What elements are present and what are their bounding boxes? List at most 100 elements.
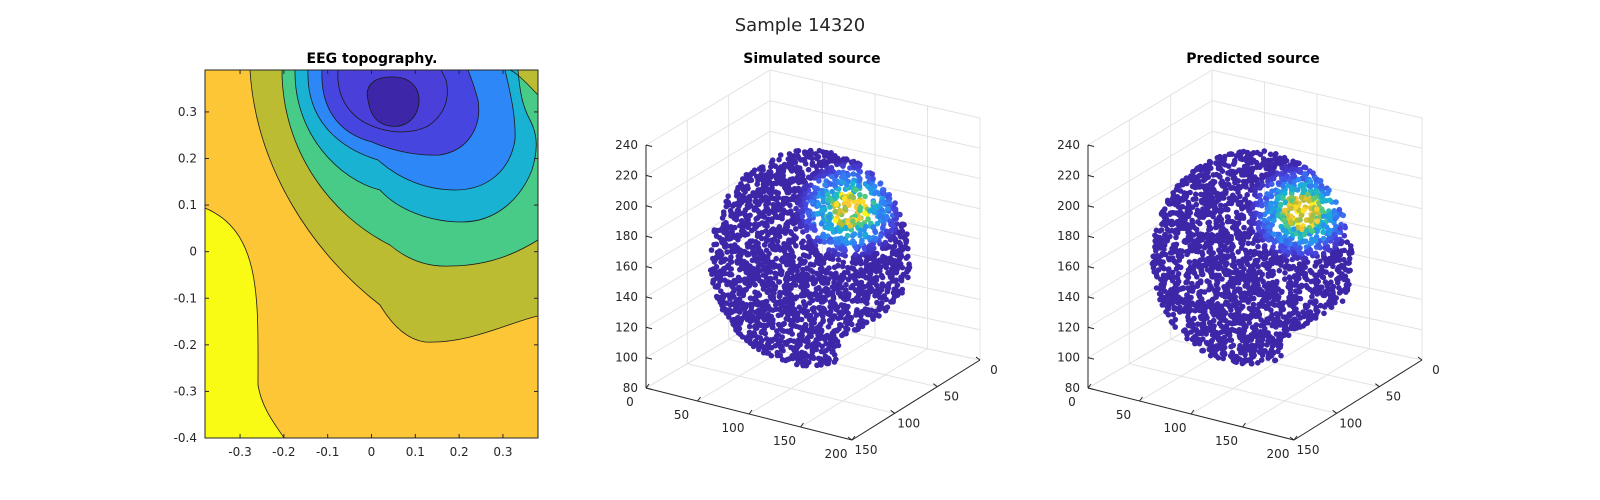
source-point (1189, 286, 1195, 292)
source-point (839, 251, 846, 258)
source-point (864, 255, 871, 261)
source-point (811, 316, 818, 322)
source-point (796, 324, 803, 331)
source-point (1294, 325, 1300, 331)
source-point (1163, 309, 1169, 315)
source-point (833, 356, 839, 363)
source-point (1302, 238, 1309, 244)
source-point (752, 317, 758, 323)
source-point (850, 180, 856, 187)
source-point (1153, 269, 1160, 276)
source-point (1282, 270, 1288, 276)
source-point (884, 288, 891, 295)
source-point (1198, 191, 1204, 198)
source-point (1291, 251, 1298, 257)
source-point (1196, 291, 1203, 298)
source-point (796, 165, 803, 171)
source-point (845, 276, 852, 283)
source-point (1235, 355, 1241, 362)
source-point (1161, 242, 1168, 248)
source-point (1205, 220, 1211, 226)
source-point (737, 210, 743, 217)
source-point (786, 286, 793, 293)
source-point (839, 179, 845, 185)
source-point (724, 235, 730, 242)
source-point (873, 282, 880, 289)
source-point (1241, 224, 1247, 231)
source-point (816, 178, 822, 184)
source-point (1230, 185, 1236, 191)
source-point (1153, 227, 1160, 234)
source-point (758, 175, 764, 181)
source-point (745, 315, 752, 322)
contour-fill-level-8 (367, 76, 420, 127)
source-point (776, 156, 782, 163)
source-point (1221, 246, 1227, 253)
source-point (1261, 157, 1267, 164)
source-point (853, 245, 859, 251)
source-point (769, 280, 776, 287)
source-point (1198, 321, 1205, 328)
source-point (829, 188, 835, 195)
z-tick-label: 120 (1057, 320, 1080, 334)
source-point (1224, 176, 1231, 183)
source-point (809, 199, 816, 206)
source-point (759, 220, 766, 226)
source-point (736, 309, 743, 315)
source-point (1327, 272, 1334, 278)
source-point (1224, 239, 1230, 246)
source-point (766, 172, 772, 179)
source-point (747, 308, 754, 315)
source-point (823, 252, 830, 259)
topography-y-ticks: 0.30.20.10-0.1-0.2-0.3-0.4 (174, 105, 538, 445)
source-point (1234, 231, 1241, 238)
source-point (826, 214, 832, 220)
source-point (1220, 225, 1226, 232)
source-point (755, 307, 762, 314)
source-point (807, 175, 814, 181)
x-tick-label: 0 (626, 395, 634, 409)
source-point (1247, 248, 1254, 255)
source-point (805, 218, 812, 224)
source-point (1282, 190, 1288, 197)
source-point (1265, 339, 1272, 346)
source-point (1293, 204, 1299, 210)
source-point (1184, 279, 1190, 285)
x-tick-label: 100 (722, 421, 745, 435)
source-point (1268, 193, 1275, 200)
source-point (740, 176, 746, 182)
source-point (1348, 246, 1354, 253)
source-point (770, 246, 776, 252)
source-point (1187, 243, 1193, 249)
source-point (846, 291, 852, 297)
source-point (1260, 278, 1266, 285)
source-point (831, 264, 838, 271)
source-point (1170, 221, 1177, 227)
source-point (729, 243, 736, 250)
source-point (1333, 223, 1339, 230)
source-point (1181, 190, 1187, 196)
source-point (841, 305, 847, 311)
source-point (811, 185, 818, 191)
source-point (1338, 240, 1344, 247)
source-point (1237, 167, 1243, 174)
source-point (1261, 329, 1267, 336)
source-point (753, 173, 760, 180)
source-point (1270, 175, 1276, 181)
source-point (794, 314, 801, 320)
source-point (892, 200, 898, 206)
source-point (809, 160, 816, 166)
source-point (1244, 167, 1250, 174)
source-point (797, 260, 804, 267)
source-point (1249, 165, 1255, 172)
source-point (1265, 237, 1272, 243)
source-point (802, 258, 808, 265)
source-point (779, 301, 786, 307)
source-point (799, 244, 806, 251)
source-point (762, 194, 769, 200)
source-point (838, 235, 845, 241)
source-point (816, 160, 823, 166)
